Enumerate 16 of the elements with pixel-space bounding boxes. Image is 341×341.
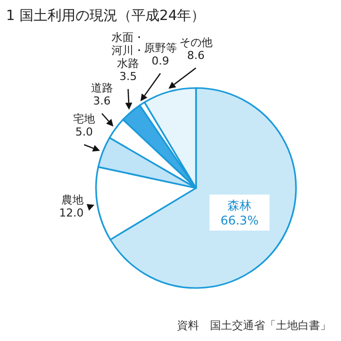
slice-label: 森林 — [228, 198, 252, 213]
slice-label: その他 — [179, 36, 212, 49]
data-label: 8.6 — [187, 49, 205, 62]
chart-title: 1 国土利用の現況（平成24年） — [6, 8, 206, 24]
data-label: 3.6 — [93, 94, 111, 108]
data-label: 12.0 — [59, 206, 84, 220]
slice-label: 原野等 — [144, 41, 177, 54]
data-label: 66.3% — [220, 214, 259, 228]
data-label: 0.9 — [152, 54, 170, 68]
data-label: 5.0 — [75, 126, 93, 139]
slice-label: 宅地 — [73, 112, 96, 126]
text: 資料 国土交通省「土地白書」 — [177, 319, 331, 332]
slice-label: 水面・河川・水路 — [112, 31, 145, 70]
slice-label: 農地 — [62, 194, 84, 207]
data-label: 3.5 — [119, 70, 137, 84]
slice-label: 道路 — [90, 82, 113, 95]
